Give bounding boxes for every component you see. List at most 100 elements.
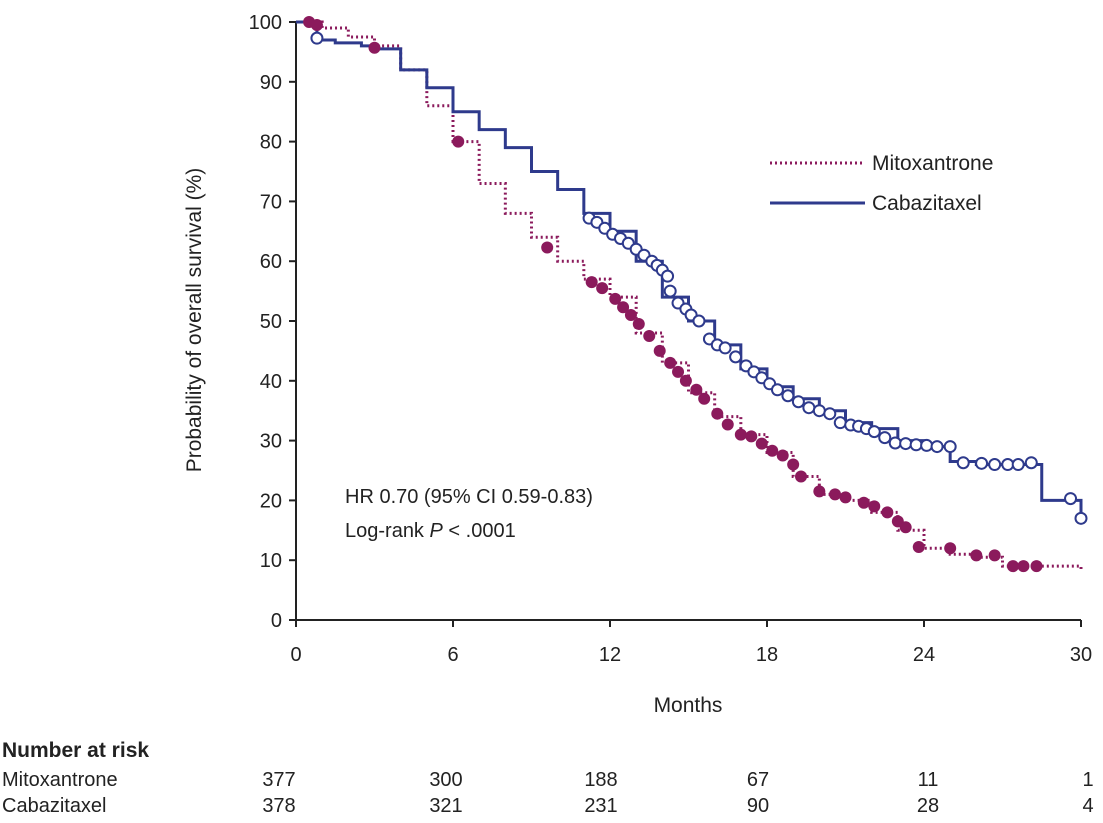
censor-marker-cabazitaxel bbox=[661, 269, 675, 283]
censor-marker-mitoxantrone bbox=[881, 506, 894, 519]
censor-marker-cabazitaxel bbox=[823, 407, 837, 421]
censor-marker-cabazitaxel bbox=[988, 458, 1002, 472]
censor-marker-cabazitaxel bbox=[1001, 458, 1015, 472]
censor-marker-mitoxantrone bbox=[541, 241, 554, 254]
censor-marker-mitoxantrone bbox=[624, 309, 637, 322]
censor-marker-mitoxantrone bbox=[368, 41, 381, 54]
censor-marker-mitoxantrone bbox=[690, 383, 703, 396]
p-label: P bbox=[430, 520, 444, 542]
censor-marker-mitoxantrone bbox=[643, 329, 656, 342]
censor-marker-mitoxantrone bbox=[664, 356, 677, 369]
risk-cell: 377 bbox=[262, 769, 296, 791]
censor-marker-mitoxantrone bbox=[868, 500, 881, 513]
y-tick-label: 80 bbox=[260, 132, 282, 154]
risk-cell: 321 bbox=[429, 795, 463, 817]
censor-marker-mitoxantrone bbox=[609, 292, 622, 305]
censor-marker-cabazitaxel bbox=[956, 456, 970, 470]
censor-marker-mitoxantrone bbox=[970, 549, 983, 562]
censor-marker-cabazitaxel bbox=[888, 436, 902, 450]
y-axis-title: Probability of overall survival (%) bbox=[183, 168, 206, 473]
x-tick-label: 18 bbox=[756, 644, 778, 666]
survival-chart: 0 10 20 30 40 50 60 70 80 90 100 0 6 12 18 24 30 Probabi… bbox=[183, 12, 1093, 717]
censor-marker-mitoxantrone bbox=[899, 521, 912, 534]
censor-marker-cabazitaxel bbox=[1011, 458, 1025, 472]
censor-marker-mitoxantrone bbox=[711, 407, 724, 420]
censor-marker-mitoxantrone bbox=[698, 392, 711, 405]
y-tick-label: 70 bbox=[260, 191, 282, 213]
censor-marker-mitoxantrone bbox=[755, 437, 768, 450]
censor-marker-mitoxantrone bbox=[813, 485, 826, 498]
risk-table: Number at risk Mitoxantrone 377 300 188 … bbox=[0, 735, 1103, 823]
censor-marker-mitoxantrone bbox=[839, 491, 852, 504]
stats-annotation: HR 0.70 (95% CI 0.59-0.83) Log-rank P < … bbox=[345, 486, 593, 542]
risk-row-mitoxantrone: Mitoxantrone 377 300 188 67 11 1 bbox=[0, 769, 1103, 793]
risk-cell: 300 bbox=[429, 769, 463, 791]
censor-marker-cabazitaxel bbox=[791, 395, 805, 409]
logrank-label: Log-rank bbox=[345, 520, 425, 542]
censor-marker-cabazitaxel bbox=[770, 383, 784, 397]
risk-cell: 28 bbox=[916, 795, 940, 817]
x-axis-title: Months bbox=[654, 694, 723, 717]
censor-marker-cabazitaxel bbox=[930, 440, 944, 454]
censor-marker-mitoxantrone bbox=[585, 276, 598, 289]
x-tick-label: 0 bbox=[290, 644, 301, 666]
censor-marker-mitoxantrone bbox=[679, 374, 692, 387]
y-tick-label: 20 bbox=[260, 490, 282, 512]
censor-marker-cabazitaxel bbox=[867, 425, 881, 439]
censor-marker-cabazitaxel bbox=[920, 438, 934, 452]
censor-marker-cabazitaxel bbox=[943, 440, 957, 454]
censor-marker-mitoxantrone bbox=[632, 317, 645, 330]
censor-marker-cabazitaxel bbox=[692, 314, 706, 328]
censor-marker-cabazitaxel bbox=[899, 437, 913, 451]
x-tick-label: 30 bbox=[1070, 644, 1092, 666]
censor-marker-mitoxantrone bbox=[452, 135, 465, 148]
hr-annotation: HR 0.70 (95% CI 0.59-0.83) bbox=[345, 486, 593, 508]
censor-marker-mitoxantrone bbox=[734, 428, 747, 441]
y-tick-label: 30 bbox=[260, 431, 282, 453]
y-tick-label: 40 bbox=[260, 371, 282, 393]
x-tick-label: 24 bbox=[913, 644, 935, 666]
x-tick-label: 12 bbox=[599, 644, 621, 666]
censor-marker-cabazitaxel bbox=[718, 341, 732, 355]
censor-marker-cabazitaxel bbox=[812, 404, 826, 418]
censor-marker-mitoxantrone bbox=[857, 496, 870, 509]
risk-row-label: Cabazitaxel bbox=[2, 795, 107, 817]
censor-marker-mitoxantrone bbox=[944, 542, 957, 555]
censor-marker-mitoxantrone bbox=[745, 430, 758, 443]
risk-row-cabazitaxel: Cabazitaxel 378 321 231 90 28 4 bbox=[0, 795, 1103, 819]
markers bbox=[303, 16, 1088, 573]
risk-row-label: Mitoxantrone bbox=[2, 769, 118, 791]
risk-cell: 1 bbox=[1082, 769, 1094, 791]
y-tick-label: 10 bbox=[260, 550, 282, 572]
risk-cell: 188 bbox=[584, 769, 618, 791]
censor-marker-mitoxantrone bbox=[596, 282, 609, 295]
y-tick-label: 0 bbox=[271, 610, 282, 632]
censor-marker-mitoxantrone bbox=[1017, 560, 1030, 573]
risk-cell: 11 bbox=[917, 769, 939, 791]
legend: Mitoxantrone Cabazitaxel bbox=[770, 152, 993, 215]
censor-marker-mitoxantrone bbox=[653, 344, 666, 357]
censor-marker-mitoxantrone bbox=[1030, 560, 1043, 573]
censor-marker-cabazitaxel bbox=[781, 389, 795, 403]
censor-marker-cabazitaxel bbox=[975, 456, 989, 470]
censor-marker-mitoxantrone bbox=[787, 458, 800, 471]
legend-label-mitoxantrone: Mitoxantrone bbox=[872, 152, 993, 175]
censor-marker-mitoxantrone bbox=[721, 418, 734, 431]
risk-table-title: Number at risk bbox=[2, 739, 150, 762]
risk-cell: 231 bbox=[584, 795, 618, 817]
censor-marker-mitoxantrone bbox=[795, 470, 808, 483]
risk-cell: 378 bbox=[262, 795, 296, 817]
censor-marker-mitoxantrone bbox=[617, 301, 630, 314]
censor-marker-cabazitaxel bbox=[310, 31, 324, 45]
censor-marker-cabazitaxel bbox=[1024, 456, 1038, 470]
axes: 0 10 20 30 40 50 60 70 80 90 100 0 6 12 18 24 30 bbox=[249, 12, 1093, 666]
censor-marker-mitoxantrone bbox=[766, 444, 779, 457]
risk-cell: 90 bbox=[746, 795, 770, 817]
censor-marker-cabazitaxel bbox=[878, 431, 892, 445]
y-tick-label: 100 bbox=[249, 12, 282, 34]
y-tick-label: 60 bbox=[260, 251, 282, 273]
censor-marker-cabazitaxel bbox=[909, 438, 923, 452]
censor-marker-mitoxantrone bbox=[672, 365, 685, 378]
censor-marker-mitoxantrone bbox=[829, 488, 842, 501]
censor-marker-cabazitaxel bbox=[1074, 511, 1088, 525]
